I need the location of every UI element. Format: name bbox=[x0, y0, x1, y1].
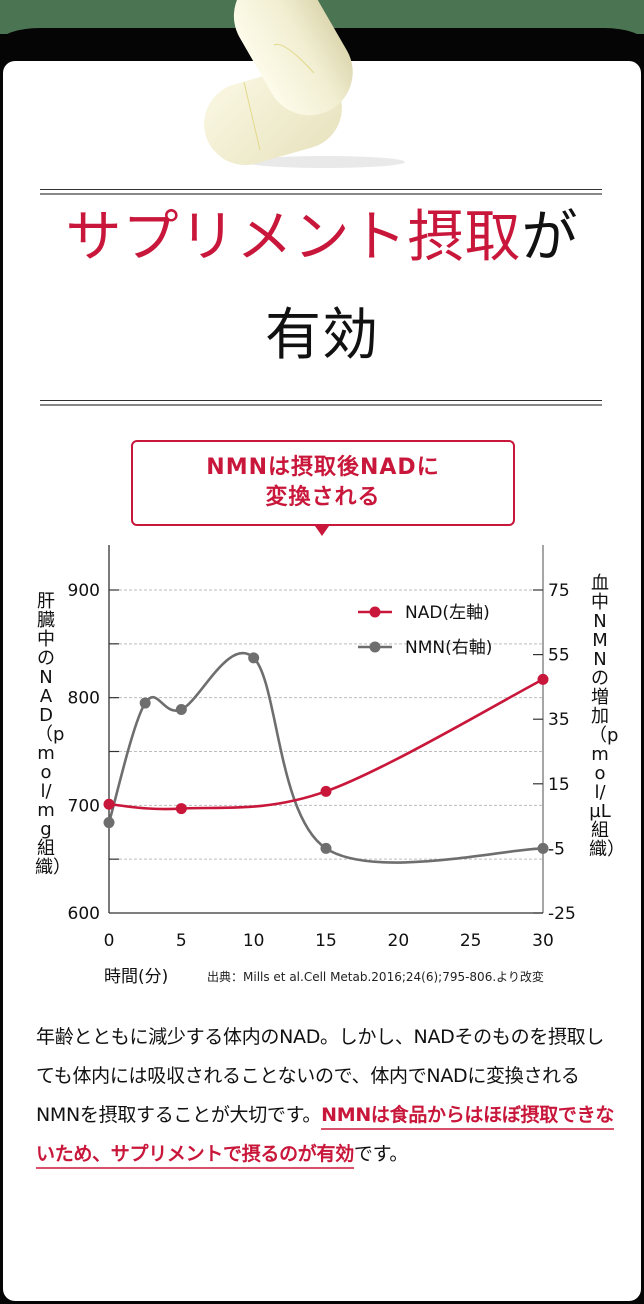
x-tick-label: 25 bbox=[460, 931, 482, 951]
nmn-point bbox=[139, 697, 151, 709]
nmn-point bbox=[103, 817, 115, 829]
x-tick-label: 0 bbox=[104, 931, 115, 951]
y-right-tick-label: 35 bbox=[548, 710, 570, 730]
body-text-tail: です。 bbox=[353, 1143, 409, 1165]
nmn-point bbox=[537, 842, 549, 854]
body-paragraph: 年齢とともに減少する体内のNAD。しかし、NADそのものを摂取しても体内には吸収… bbox=[36, 1018, 621, 1174]
y-right-tick-label: 55 bbox=[548, 646, 570, 666]
nad-point bbox=[103, 798, 115, 810]
y-left-tick-label: 900 bbox=[68, 581, 100, 601]
x-tick-label: 15 bbox=[315, 931, 337, 951]
nmn-line bbox=[107, 651, 544, 864]
nad-line bbox=[108, 678, 544, 811]
y-left-tick-label: 800 bbox=[68, 689, 100, 709]
body-text-highlight: NMNは食品からはほぼ摂取できないため、サプリメントで摂るのが有効 bbox=[36, 1104, 614, 1169]
headline-red-text: サプリメント摂取 bbox=[65, 205, 522, 270]
y-left-tick-label: 600 bbox=[68, 904, 100, 924]
x-tick-label: 5 bbox=[176, 931, 187, 951]
y-right-tick-label: -5 bbox=[548, 839, 565, 859]
nad-point bbox=[320, 785, 332, 797]
legend-nmn-marker bbox=[369, 641, 381, 653]
headline-line1: サプリメント摂取が bbox=[0, 206, 644, 270]
callout-box: NMNは摂取後NADに 変換される bbox=[131, 440, 515, 526]
body-text-plain: 年齢とともに減少する体内のNAD。しかし、NADそのものを摂取しても体内には吸収… bbox=[36, 1026, 605, 1126]
source-citation: 出典：Mills et al.Cell Metab.2016;24(6);795… bbox=[207, 970, 544, 984]
legend-nad-marker bbox=[369, 606, 381, 618]
y-right-tick-label: 15 bbox=[548, 775, 570, 795]
callout-line2: 変換される bbox=[265, 485, 381, 510]
y-left-title: 肝臓中のNAD（pmol/mg組織） bbox=[35, 591, 71, 878]
headline-black-text: が bbox=[521, 205, 579, 270]
nmn-point bbox=[175, 704, 187, 716]
y-right-tick-label: 75 bbox=[548, 581, 570, 601]
nad-point bbox=[175, 803, 187, 815]
headline-line2: 有効 bbox=[265, 303, 379, 368]
top-divider bbox=[40, 189, 602, 195]
x-tick-label: 10 bbox=[243, 931, 265, 951]
legend-nad-label: NAD(左軸) bbox=[405, 603, 490, 623]
nmn-point bbox=[248, 652, 260, 664]
nad-point bbox=[537, 673, 549, 685]
capsules-icon bbox=[204, 0, 405, 168]
bottom-divider bbox=[40, 400, 602, 406]
y-right-tick-label: -25 bbox=[548, 904, 576, 924]
nmn-point bbox=[320, 842, 332, 854]
y-left-tick-label: 700 bbox=[68, 796, 100, 816]
nad-nmn-chart: 600 700 800 900 -25 -5 15 35 55 75 0 5 10 15 20 25 30 NAD… bbox=[68, 545, 576, 951]
x-tick-label: 20 bbox=[388, 931, 410, 951]
legend-nmn-label: NMN(右軸) bbox=[405, 638, 492, 658]
x-axis-title: 時間(分) bbox=[104, 967, 169, 987]
x-tick-label: 30 bbox=[532, 931, 554, 951]
callout-arrow-icon bbox=[315, 526, 329, 536]
callout-line1: NMNは摂取後NADに bbox=[206, 455, 440, 480]
